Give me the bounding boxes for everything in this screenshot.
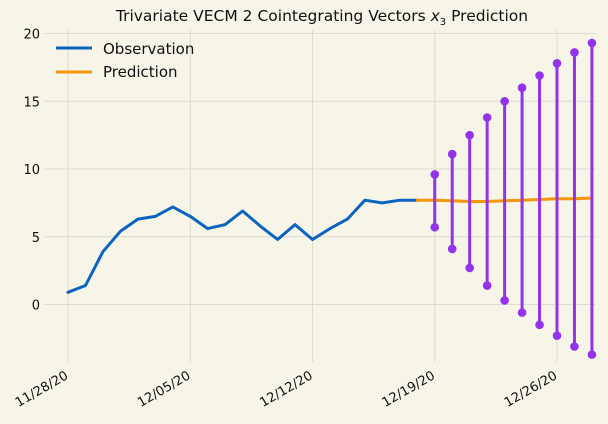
interval-lower-marker xyxy=(535,320,544,330)
y-tick-label: 15 xyxy=(23,95,40,110)
interval-upper-marker xyxy=(482,113,492,122)
interval-upper-marker xyxy=(587,38,597,48)
y-tick-label: 20 xyxy=(23,28,40,43)
interval-lower-marker xyxy=(482,281,492,290)
interval-upper-marker xyxy=(465,130,474,140)
legend-label-observation: Observation xyxy=(103,40,194,58)
y-tick-label: 0 xyxy=(32,299,40,314)
chart-title: Trivariate VECM 2 Cointegrating Vectors … xyxy=(115,7,528,28)
interval-layer xyxy=(430,38,597,359)
interval-upper-marker xyxy=(447,149,457,159)
interval-upper-marker xyxy=(500,96,509,106)
interval-lower-marker xyxy=(430,222,440,232)
legend: Observation Prediction xyxy=(56,40,194,81)
interval-lower-marker xyxy=(570,342,579,351)
interval-upper-marker xyxy=(535,71,544,80)
interval-lower-marker xyxy=(587,350,597,359)
interval-lower-marker xyxy=(517,308,527,317)
y-tick-label: 5 xyxy=(32,231,40,246)
interval-upper-marker xyxy=(570,48,579,57)
legend-label-prediction: Prediction xyxy=(103,63,178,81)
interval-lower-marker xyxy=(552,331,562,340)
y-tick-label: 10 xyxy=(23,163,40,178)
series-line-observation xyxy=(66,198,419,294)
interval-upper-marker xyxy=(430,170,440,179)
interval-lower-marker xyxy=(447,244,457,254)
interval-upper-marker xyxy=(517,83,527,92)
interval-lower-marker xyxy=(500,296,509,305)
interval-lower-marker xyxy=(465,263,474,273)
interval-upper-marker xyxy=(552,59,562,68)
